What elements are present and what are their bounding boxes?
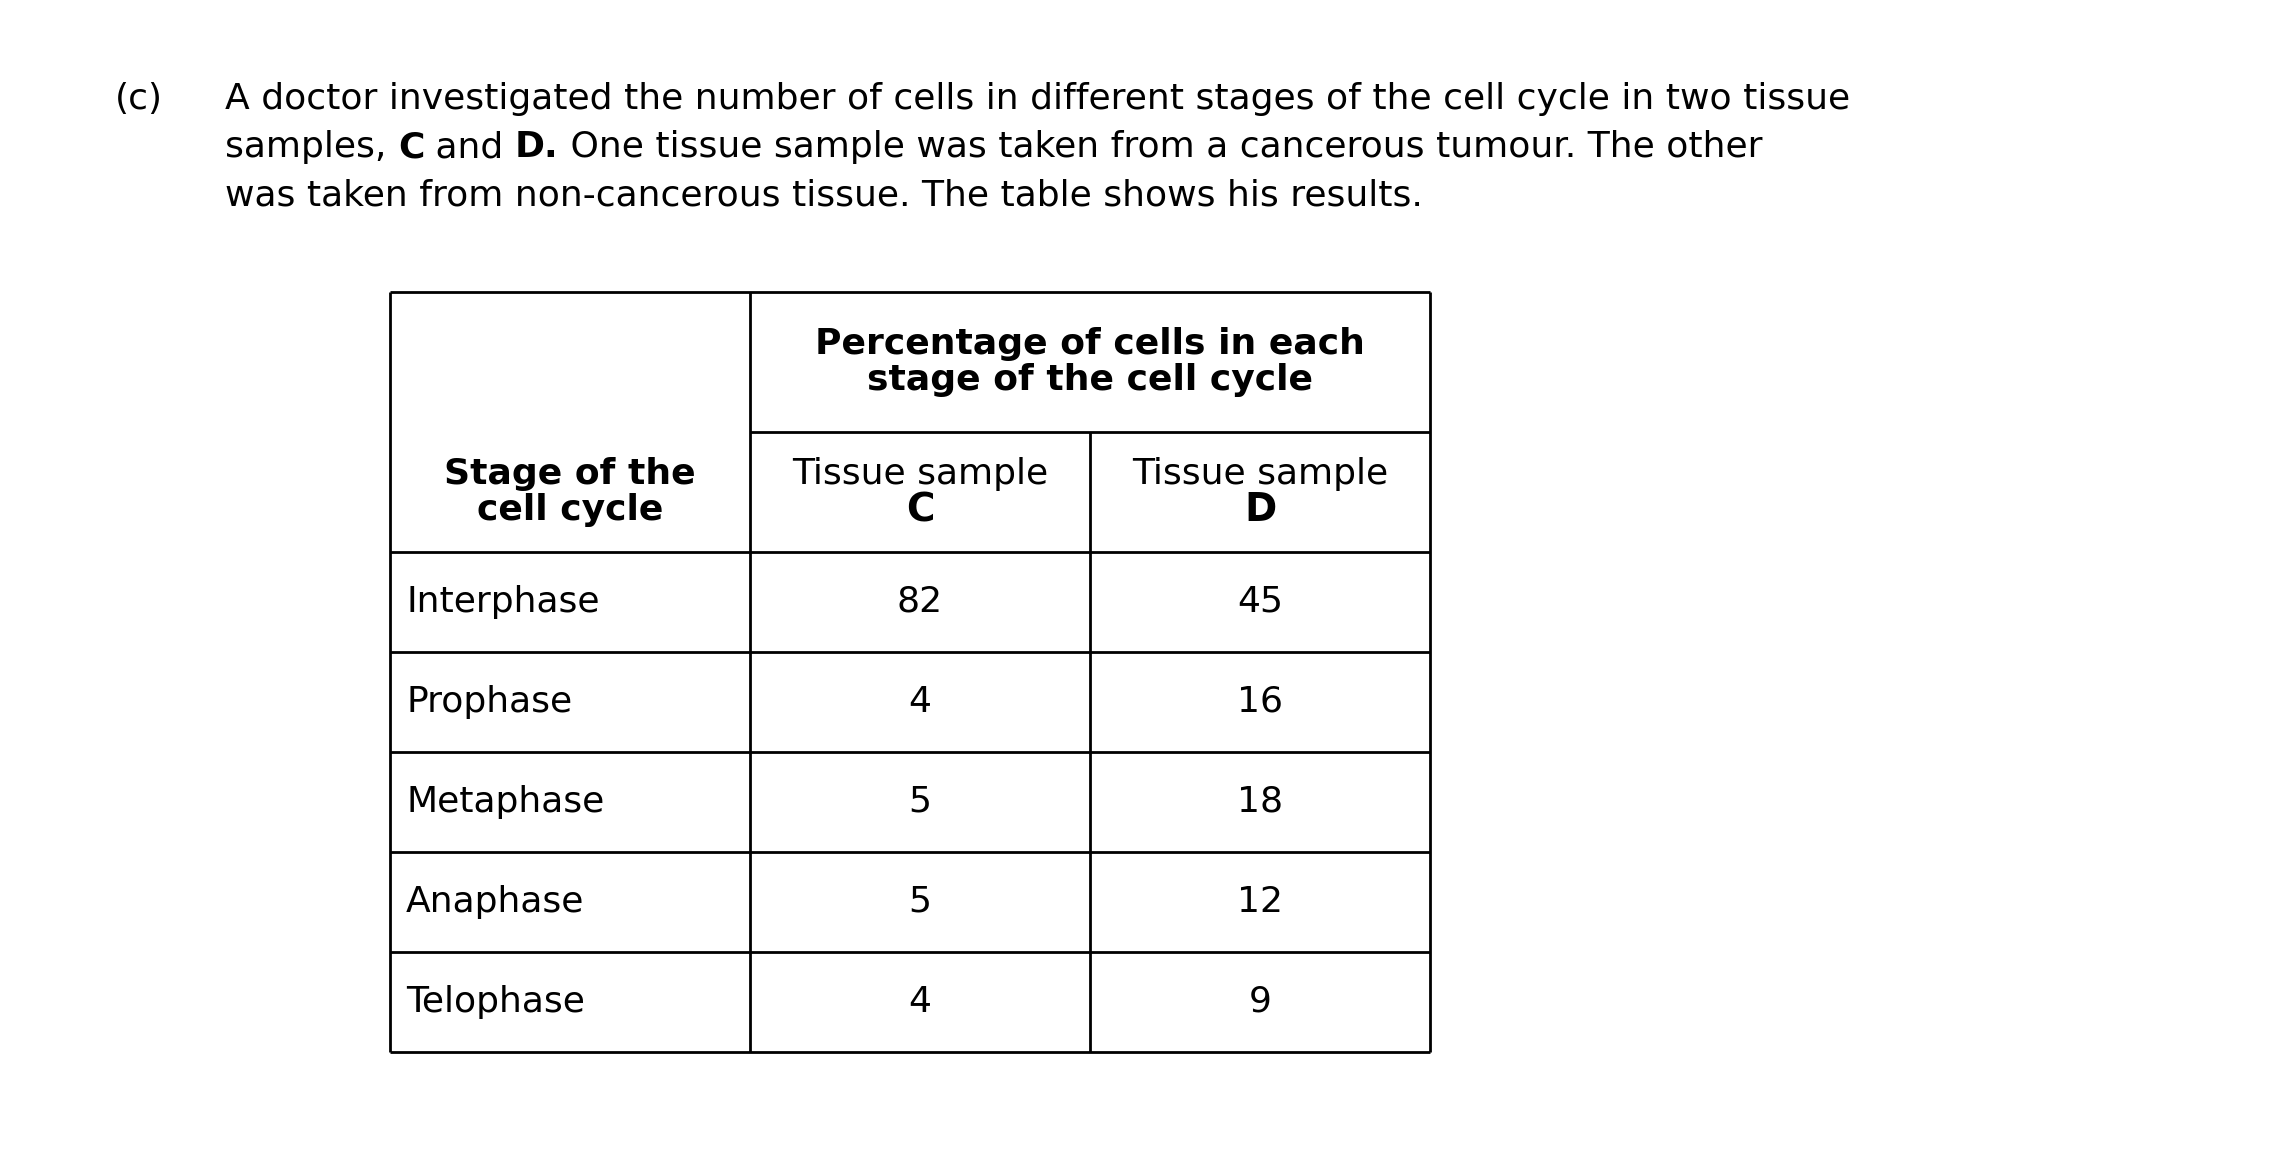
Text: samples,: samples,	[226, 130, 399, 164]
Text: Telophase: Telophase	[405, 985, 585, 1019]
Text: 9: 9	[1248, 985, 1271, 1019]
Text: stage of the cell cycle: stage of the cell cycle	[868, 363, 1312, 397]
Text: C: C	[907, 492, 934, 529]
Text: 45: 45	[1237, 584, 1283, 619]
Text: Percentage of cells in each: Percentage of cells in each	[816, 327, 1365, 361]
Text: 16: 16	[1237, 686, 1283, 719]
Text: One tissue sample was taken from a cancerous tumour. The other: One tissue sample was taken from a cance…	[558, 130, 1763, 164]
Text: Interphase: Interphase	[405, 584, 599, 619]
Text: A doctor investigated the number of cells in different stages of the cell cycle : A doctor investigated the number of cell…	[226, 83, 1850, 116]
Text: 5: 5	[909, 885, 932, 919]
Text: Metaphase: Metaphase	[405, 786, 604, 819]
Text: 82: 82	[898, 584, 943, 619]
Text: and: and	[424, 130, 515, 164]
Text: Stage of the: Stage of the	[444, 457, 695, 492]
Text: 4: 4	[909, 686, 932, 719]
Text: D.: D.	[515, 130, 558, 164]
Text: Tissue sample: Tissue sample	[793, 457, 1048, 492]
Text: 5: 5	[909, 786, 932, 819]
Text: 12: 12	[1237, 885, 1283, 919]
Text: 4: 4	[909, 985, 932, 1019]
Text: cell cycle: cell cycle	[476, 493, 663, 528]
Text: (c): (c)	[114, 83, 164, 116]
Text: Prophase: Prophase	[405, 686, 572, 719]
Text: 18: 18	[1237, 786, 1283, 819]
Text: Tissue sample: Tissue sample	[1132, 457, 1387, 492]
Text: D: D	[1244, 492, 1276, 529]
Text: C: C	[399, 130, 424, 164]
Text: Anaphase: Anaphase	[405, 885, 585, 919]
Text: was taken from non-cancerous tissue. The table shows his results.: was taken from non-cancerous tissue. The…	[226, 178, 1424, 211]
